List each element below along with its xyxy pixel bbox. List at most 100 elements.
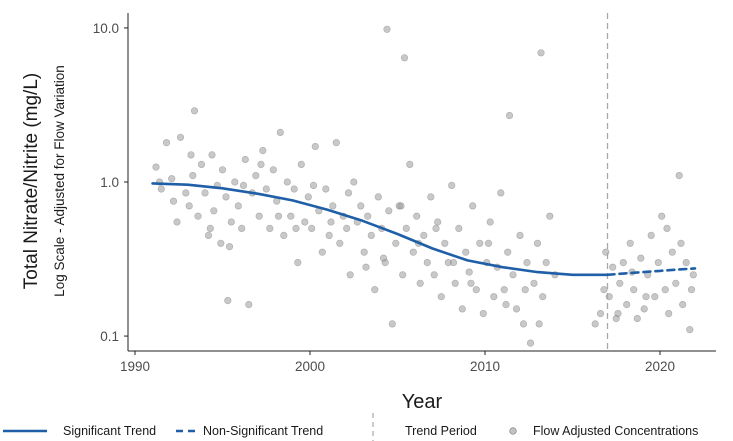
x-tick-label: 1990 <box>120 359 150 374</box>
data-point <box>633 314 641 323</box>
data-point <box>283 178 291 186</box>
data-point <box>640 305 648 313</box>
data-point <box>654 259 662 267</box>
data-point <box>357 202 365 210</box>
data-point <box>206 224 214 232</box>
data-point <box>614 310 622 318</box>
data-point <box>383 25 391 33</box>
data-point <box>546 212 554 220</box>
data-point <box>519 320 528 328</box>
data-point <box>185 202 193 210</box>
data-point <box>318 248 326 256</box>
data-point <box>255 212 263 220</box>
data-point <box>686 326 694 334</box>
data-point <box>626 239 634 247</box>
data-point <box>169 197 178 205</box>
data-point <box>472 286 480 294</box>
data-point <box>290 185 298 193</box>
data-point <box>197 160 206 168</box>
data-point <box>157 185 165 193</box>
data-point <box>451 279 459 287</box>
data-point <box>239 181 248 189</box>
data-point <box>437 293 445 301</box>
data-point <box>687 286 696 294</box>
data-point <box>257 160 265 168</box>
data-point <box>304 193 312 201</box>
data-point <box>162 139 171 147</box>
data-point <box>609 263 617 271</box>
legend-item: Non-Significant Trend <box>176 424 323 438</box>
data-point <box>619 259 627 267</box>
data-point <box>360 248 368 256</box>
data-point <box>530 279 538 287</box>
data-point <box>241 155 249 164</box>
data-point <box>665 310 673 318</box>
data-point <box>322 185 330 193</box>
data-point <box>449 259 458 267</box>
data-point <box>500 286 508 294</box>
data-point <box>262 185 270 193</box>
axes: 1990 2000 2010 2020 0.1 1.0 10.0 <box>93 13 716 374</box>
data-point <box>502 301 510 309</box>
legend-symbol-point <box>509 427 517 435</box>
data-point <box>187 151 195 159</box>
data-point <box>637 254 645 262</box>
data-point <box>469 202 477 210</box>
data-point <box>190 107 199 115</box>
data-point <box>668 248 676 256</box>
data-point <box>490 293 498 301</box>
y-tick-label: 10.0 <box>93 21 119 36</box>
data-point <box>385 207 393 215</box>
data-point <box>329 202 337 210</box>
data-point <box>542 259 550 267</box>
data-point <box>505 111 514 120</box>
data-point <box>512 305 521 313</box>
data-point <box>504 248 512 256</box>
legend-item: Significant Trend <box>3 424 156 438</box>
data-point <box>591 320 599 328</box>
x-axis-title: Year <box>402 391 443 413</box>
data-point <box>397 202 405 210</box>
data-point <box>509 271 517 279</box>
data-point <box>362 263 370 271</box>
data-point <box>537 49 545 57</box>
legend-label: Flow Adjusted Concentrations <box>533 424 698 438</box>
data-point <box>176 133 185 141</box>
data-point <box>308 224 316 232</box>
data-point <box>231 178 239 186</box>
data-point <box>266 224 274 232</box>
data-point <box>596 310 605 318</box>
data-point <box>533 239 542 247</box>
data-point <box>344 189 353 197</box>
data-point <box>274 212 283 220</box>
data-point <box>204 231 213 239</box>
data-point <box>201 189 209 197</box>
data-point <box>406 160 414 168</box>
x-tick-label: 2000 <box>295 359 325 374</box>
data-point <box>325 231 333 239</box>
data-point <box>521 286 529 294</box>
data-point <box>672 279 680 287</box>
data-point <box>374 193 382 201</box>
non-significant-trend-line <box>606 267 697 277</box>
data-point <box>222 193 230 201</box>
data-point <box>416 279 424 287</box>
data-point <box>420 231 428 239</box>
data-point <box>661 286 669 294</box>
data-point <box>392 239 400 247</box>
data-point <box>651 293 659 301</box>
data-point <box>539 293 547 301</box>
data-point <box>535 320 543 328</box>
data-point <box>350 178 358 186</box>
data-point <box>269 166 277 174</box>
data-point <box>432 224 440 232</box>
data-point <box>679 301 687 309</box>
data-point <box>182 189 190 197</box>
data-point <box>413 212 421 220</box>
data-point <box>448 181 456 189</box>
data-point <box>458 305 466 313</box>
data-point <box>294 259 302 267</box>
data-point <box>516 231 524 239</box>
data-point <box>455 224 463 232</box>
y-tick-label: 0.1 <box>100 329 119 344</box>
